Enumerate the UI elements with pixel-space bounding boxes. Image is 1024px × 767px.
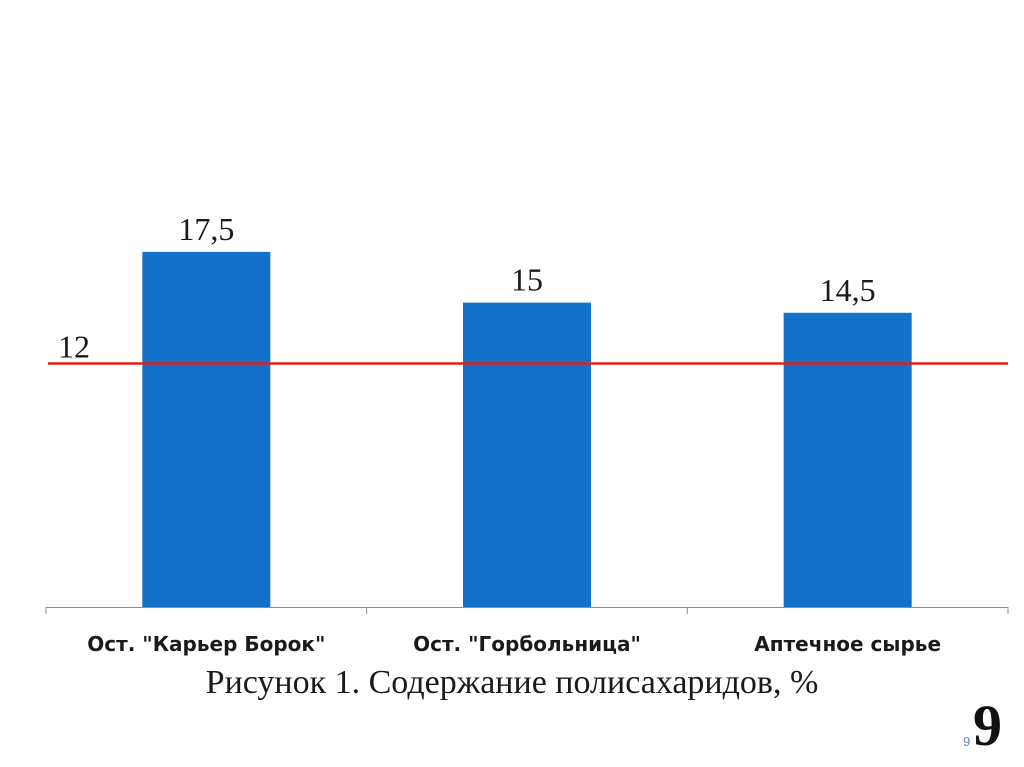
- bar: [142, 251, 271, 608]
- slide-number: 9: [973, 693, 1002, 758]
- data-label: 14,5: [820, 272, 876, 308]
- bar: [463, 302, 591, 607]
- reference-line-label: 12: [58, 329, 90, 365]
- data-label: 15: [511, 262, 543, 298]
- bar: [783, 312, 912, 607]
- x-tick-label: Ост. "Карьер Борок": [87, 632, 325, 656]
- x-tick-label: Ост. "Горбольница": [413, 632, 641, 656]
- x-tick-label: Аптечное сырье: [754, 632, 941, 656]
- bar-chart: 17,5 15 14,5 Ост. "Карьер Борок" Ост. "Горбо…: [45, 211, 1009, 656]
- data-label: 17,5: [178, 211, 234, 247]
- figure-caption: Рисунок 1. Содержание полисахаридов, %: [205, 664, 819, 701]
- slide-number-small: 9: [963, 734, 971, 749]
